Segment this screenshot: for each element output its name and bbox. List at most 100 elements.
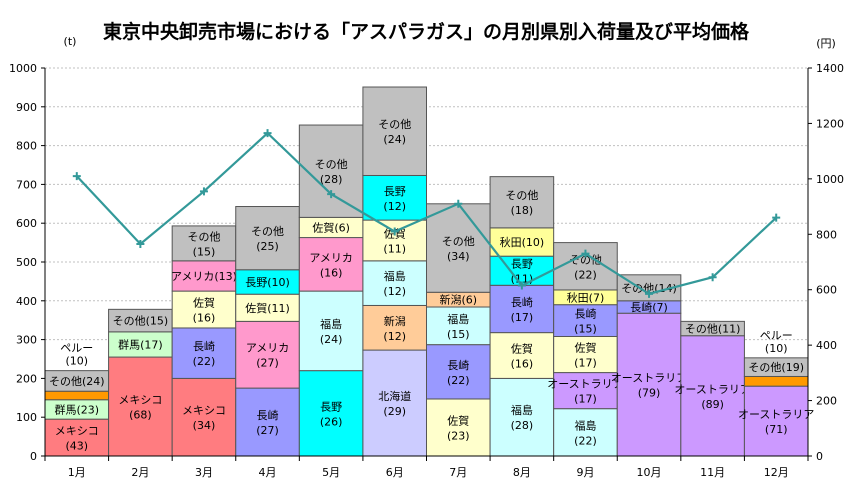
price-point bbox=[72, 172, 81, 181]
right-tick-label: 1400 bbox=[816, 62, 844, 75]
segment-label: アメリカ bbox=[246, 342, 289, 355]
segment-share: (22) bbox=[574, 268, 597, 281]
segment-label: 福島 bbox=[384, 269, 406, 283]
segment-label: 長野 bbox=[384, 185, 406, 198]
segment-label: オーストラリア bbox=[674, 383, 750, 396]
segment-label: その他 bbox=[187, 230, 220, 243]
segment-share: (22) bbox=[447, 374, 470, 387]
segment-label: 新潟(6) bbox=[439, 293, 477, 307]
bar-segment bbox=[362, 349, 427, 457]
bar-segment bbox=[235, 206, 300, 271]
left-tick-label: 400 bbox=[16, 295, 37, 308]
segment-label: その他 bbox=[251, 225, 284, 238]
bar-stacks: メキシコ(43)群馬(23)その他(24)ペルー(10)メキシコ(68)群馬(1… bbox=[44, 86, 814, 457]
segment-label: メキシコ bbox=[118, 394, 162, 407]
segment-label: メキシコ bbox=[182, 404, 226, 417]
bar-segment bbox=[362, 174, 427, 221]
segment-label: 福島 bbox=[320, 317, 342, 331]
segment-label: 秋田(7) bbox=[567, 290, 605, 304]
segment-label: その他(11) bbox=[685, 323, 741, 336]
segment-share: (17) bbox=[511, 311, 534, 324]
segment-label: 長崎 bbox=[447, 358, 469, 372]
segment-label: 北海道 bbox=[378, 389, 411, 403]
left-tick-label: 700 bbox=[16, 178, 37, 191]
segment-label: 佐賀 bbox=[511, 342, 533, 356]
bar-segment bbox=[680, 335, 745, 457]
segment-share: (12) bbox=[383, 285, 406, 298]
left-tick-label: 800 bbox=[16, 140, 37, 153]
price-point bbox=[645, 289, 654, 298]
segment-share: (28) bbox=[320, 173, 343, 186]
segment-label: 長崎 bbox=[511, 295, 533, 309]
segment-share: (16) bbox=[511, 358, 534, 371]
segment-label: 長野(10) bbox=[245, 276, 290, 289]
bar-segment bbox=[362, 304, 427, 351]
segment-share: (89) bbox=[701, 398, 724, 411]
segment-share: (15) bbox=[574, 323, 597, 336]
segment-label: 長崎 bbox=[574, 307, 596, 321]
segment-label: 長崎 bbox=[257, 408, 279, 422]
segment-label: 秋田(10) bbox=[500, 235, 545, 249]
bar-segment bbox=[743, 385, 809, 457]
bar-segment bbox=[743, 375, 809, 387]
x-tick-label: 11月 bbox=[700, 466, 725, 479]
price-point bbox=[327, 190, 336, 199]
segment-share: (24) bbox=[320, 333, 343, 346]
axes: 0 100 200 300 400 500 600 700 800 900 1000 0 200 400 6… bbox=[9, 62, 844, 479]
right-tick-label: 1000 bbox=[816, 173, 844, 186]
segment-label: オーストラリア bbox=[738, 408, 814, 421]
segment-share: (28) bbox=[511, 419, 534, 432]
bar-segment bbox=[680, 320, 745, 337]
bar-segment bbox=[298, 124, 364, 218]
segment-share: (27) bbox=[256, 357, 279, 370]
top-label: ペルー bbox=[760, 329, 793, 342]
bar-segment bbox=[171, 225, 237, 262]
bar-segment bbox=[553, 335, 618, 374]
price-line-path bbox=[75, 131, 777, 296]
segment-share: (15) bbox=[193, 245, 216, 258]
x-tick-label: 6月 bbox=[386, 466, 404, 479]
segment-share: (24) bbox=[383, 133, 406, 146]
top-label: ペルー bbox=[60, 342, 93, 355]
segment-share: (34) bbox=[193, 419, 216, 432]
segment-label: その他(19) bbox=[748, 361, 804, 374]
right-tick-label: 0 bbox=[816, 450, 823, 463]
segment-share: (27) bbox=[256, 424, 279, 437]
left-tick-label: 500 bbox=[16, 256, 37, 269]
bar-segment bbox=[489, 176, 555, 229]
segment-label: 新潟 bbox=[384, 314, 406, 328]
segment-share: (23) bbox=[447, 429, 470, 442]
price-point bbox=[263, 129, 272, 138]
segment-share: (22) bbox=[193, 355, 216, 368]
segment-share: (71) bbox=[765, 423, 788, 436]
left-axis-unit: (t) bbox=[64, 35, 77, 48]
segment-share: (79) bbox=[638, 387, 661, 400]
x-tick-label: 7月 bbox=[449, 466, 467, 479]
segment-share: (12) bbox=[383, 200, 406, 213]
segment-label: その他 bbox=[505, 189, 538, 202]
x-tick-label: 12月 bbox=[764, 466, 789, 479]
bar-segment bbox=[489, 255, 555, 286]
segment-label: 佐賀(11) bbox=[245, 301, 290, 315]
left-tick-label: 100 bbox=[16, 411, 37, 424]
left-tick-label: 900 bbox=[16, 101, 37, 114]
segment-label: 福島 bbox=[447, 312, 469, 326]
bar-segment bbox=[235, 269, 300, 295]
left-tick-label: 600 bbox=[16, 217, 37, 230]
left-tick-label: 0 bbox=[30, 450, 37, 463]
segment-label: その他 bbox=[442, 235, 475, 248]
bar-segment bbox=[616, 312, 682, 457]
top-share: (10) bbox=[765, 342, 788, 355]
price-point bbox=[136, 239, 145, 248]
segment-share: (15) bbox=[447, 328, 470, 341]
segment-share: (43) bbox=[65, 440, 88, 453]
chart-title: 東京中央卸売市場における「アスパラガス」の月別県別入荷量及び平均価格 bbox=[103, 20, 750, 43]
price-point bbox=[199, 187, 208, 196]
price-point bbox=[454, 199, 463, 208]
bar-segment bbox=[235, 320, 300, 389]
segment-share: (22) bbox=[574, 434, 597, 447]
x-tick-label: 1月 bbox=[68, 466, 86, 479]
segment-label: その他(24) bbox=[49, 375, 105, 388]
top-share: (10) bbox=[65, 355, 88, 368]
segment-label: その他 bbox=[315, 158, 348, 171]
